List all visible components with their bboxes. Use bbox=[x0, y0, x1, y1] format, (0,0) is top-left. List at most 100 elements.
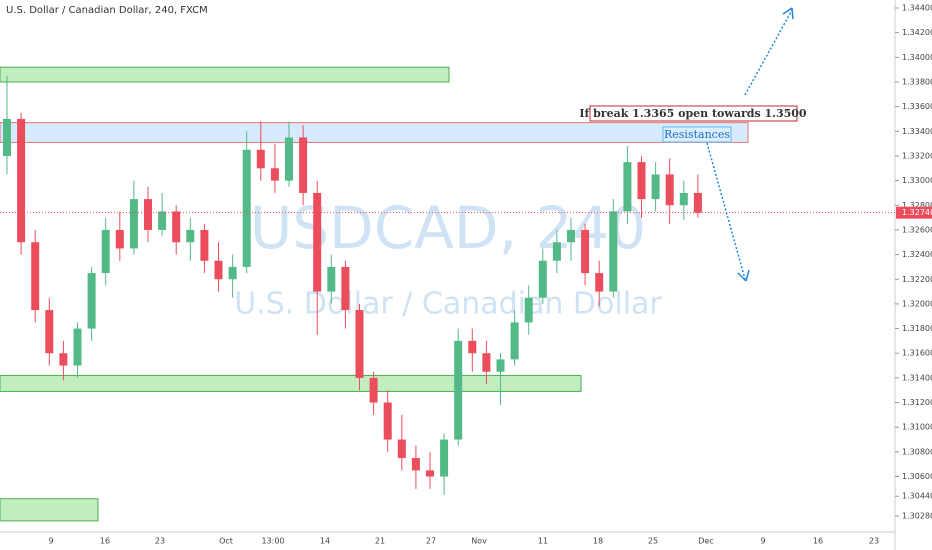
candle-body bbox=[270, 168, 279, 181]
arrow bbox=[744, 9, 793, 96]
candle-body bbox=[355, 310, 364, 378]
x-tick-label: 9 bbox=[760, 537, 765, 546]
x-tick-label: 14 bbox=[320, 537, 330, 546]
candle-body bbox=[609, 211, 618, 292]
y-tick-label: 1.31600 bbox=[902, 349, 932, 358]
y-tick-label: 1.33800 bbox=[902, 77, 932, 86]
y-tick-label: 1.34200 bbox=[902, 28, 932, 37]
candle-body bbox=[369, 377, 378, 403]
candle-body bbox=[468, 340, 477, 354]
arrow-head bbox=[782, 7, 794, 20]
y-tick-label: 1.32400 bbox=[902, 250, 932, 259]
candle-body bbox=[440, 439, 449, 477]
candle-body bbox=[496, 359, 505, 372]
zone bbox=[0, 122, 749, 143]
y-tick-label: 1.30280 bbox=[902, 511, 932, 520]
zone bbox=[0, 66, 450, 83]
candle-body bbox=[595, 273, 604, 292]
y-tick-label: 1.31400 bbox=[902, 373, 932, 382]
candle-body bbox=[637, 162, 646, 200]
zone bbox=[0, 374, 582, 392]
zone bbox=[0, 498, 99, 522]
candle-body bbox=[651, 174, 660, 200]
arrow-head bbox=[737, 269, 750, 282]
candle-body bbox=[59, 353, 68, 366]
candle-body bbox=[31, 242, 40, 311]
x-tick-label: 21 bbox=[375, 537, 385, 546]
y-tick-label: 1.34000 bbox=[902, 53, 932, 62]
candle-body bbox=[693, 192, 702, 213]
candle-body bbox=[17, 118, 26, 243]
candle-body bbox=[397, 439, 406, 459]
last-price-box bbox=[896, 206, 932, 219]
x-tick-label: 25 bbox=[648, 537, 658, 546]
x-tick-label: 16 bbox=[813, 537, 823, 546]
annotation: Resistances bbox=[664, 128, 730, 141]
y-tick-label: 1.33600 bbox=[902, 102, 932, 111]
candle-body bbox=[256, 149, 265, 169]
candle-body bbox=[285, 137, 293, 181]
candle-body bbox=[214, 260, 223, 280]
y-tick-label: 1.32800 bbox=[902, 201, 932, 210]
y-tick-label: 1.31800 bbox=[902, 324, 932, 333]
x-tick-label: Oct bbox=[219, 537, 233, 546]
candle-body bbox=[313, 192, 322, 292]
candle-body bbox=[524, 297, 533, 323]
candle-body bbox=[482, 353, 491, 372]
annotation: If break 1.3365 open towards 1.3500 bbox=[579, 107, 807, 120]
candle-body bbox=[87, 273, 96, 329]
arrow bbox=[706, 142, 746, 280]
y-tick-label: 1.33200 bbox=[902, 151, 932, 160]
y-tick-label: 1.32200 bbox=[902, 275, 932, 284]
annotation-box bbox=[662, 126, 732, 143]
candle-body bbox=[552, 242, 561, 261]
candle-body bbox=[172, 211, 181, 243]
candle-body bbox=[623, 162, 632, 212]
candle-body bbox=[581, 229, 590, 274]
x-tick-label: 16 bbox=[100, 537, 110, 546]
candle-body bbox=[144, 199, 152, 230]
candle-body bbox=[383, 402, 392, 440]
x-tick-label: 9 bbox=[48, 537, 53, 546]
candle-body bbox=[341, 266, 350, 311]
y-tick-label: 1.34400 bbox=[902, 4, 932, 13]
candle-body bbox=[538, 260, 547, 298]
y-tick-label: 1.31000 bbox=[902, 423, 932, 432]
watermark-subtitle: U.S. Dollar / Canadian Dollar bbox=[234, 287, 662, 322]
candle-body bbox=[115, 229, 124, 249]
y-tick-label: 1.30800 bbox=[902, 447, 932, 456]
candle-body bbox=[426, 470, 434, 477]
candle-body bbox=[299, 137, 308, 193]
last-price-label: 1.32740 bbox=[902, 208, 932, 217]
y-tick-label: 1.30600 bbox=[902, 472, 932, 481]
candle-body bbox=[101, 229, 110, 274]
x-tick-label: 27 bbox=[426, 537, 436, 546]
candle-body bbox=[242, 149, 251, 267]
candle-body bbox=[327, 266, 336, 292]
candle-body bbox=[3, 118, 11, 156]
chart-title: U.S. Dollar / Canadian Dollar, 240, FXCM bbox=[6, 5, 208, 16]
candle-body bbox=[158, 211, 167, 230]
y-tick-label: 1.33400 bbox=[902, 127, 932, 136]
candle-body bbox=[679, 192, 688, 206]
annotation-box bbox=[589, 105, 798, 122]
candle-body bbox=[510, 322, 519, 360]
candle-body bbox=[411, 458, 420, 471]
candle-body bbox=[200, 229, 209, 261]
x-tick-label: Nov bbox=[471, 537, 487, 546]
x-tick-label: 23 bbox=[869, 537, 879, 546]
candle-body bbox=[567, 229, 575, 243]
x-tick-label: 18 bbox=[593, 537, 603, 546]
y-tick-label: 1.32000 bbox=[902, 299, 932, 308]
y-tick-label: 1.31200 bbox=[902, 398, 932, 407]
candle-body bbox=[129, 199, 138, 249]
x-tick-label: 13:00 bbox=[261, 537, 284, 546]
y-tick-label: 1.33000 bbox=[902, 176, 932, 185]
candle-body bbox=[73, 328, 82, 366]
candle-body bbox=[228, 266, 237, 280]
candle-body bbox=[454, 340, 463, 440]
y-tick-label: 1.32600 bbox=[902, 225, 932, 234]
candle-body bbox=[665, 174, 674, 206]
candle-body bbox=[45, 310, 54, 354]
